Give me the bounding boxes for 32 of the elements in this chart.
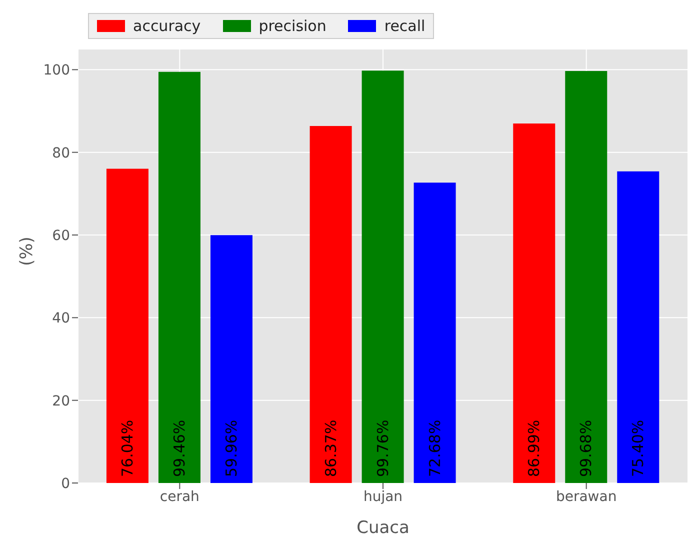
bar xyxy=(310,126,352,483)
y-axis-title: (%) xyxy=(17,236,38,266)
y-tick-label: 40 xyxy=(52,310,70,327)
legend-label: recall xyxy=(383,17,426,35)
x-tick-label: berawan xyxy=(556,488,617,505)
bar xyxy=(513,123,556,483)
y-tick-label: 20 xyxy=(52,393,70,410)
x-tick-label: cerah xyxy=(160,488,200,505)
y-tick-label: 80 xyxy=(52,145,70,162)
data-label: 99.68% xyxy=(577,420,596,477)
y-tick-label: 60 xyxy=(52,228,70,244)
bar xyxy=(362,70,404,483)
data-label: 76.04% xyxy=(118,420,136,477)
legend-label: accuracy xyxy=(132,17,201,35)
bar xyxy=(617,171,660,483)
y-tick-label: 0 xyxy=(61,476,70,492)
bar xyxy=(210,235,252,483)
bar xyxy=(565,70,608,483)
bar xyxy=(158,72,200,483)
data-label: 59.96% xyxy=(222,420,240,477)
data-label: 75.40% xyxy=(629,420,648,477)
x-tick-label: hujan xyxy=(363,488,403,505)
legend-label: precision xyxy=(258,17,326,35)
data-label: 72.68% xyxy=(426,420,444,477)
y-tick-label: 100 xyxy=(43,62,70,79)
data-label: 86.37% xyxy=(322,420,340,477)
bar xyxy=(106,168,148,483)
x-axis-title: Cuaca xyxy=(356,518,410,538)
data-label: 86.99% xyxy=(525,420,544,477)
bar xyxy=(414,182,456,483)
data-label: 99.76% xyxy=(374,420,392,477)
data-label: 99.46% xyxy=(170,420,188,477)
